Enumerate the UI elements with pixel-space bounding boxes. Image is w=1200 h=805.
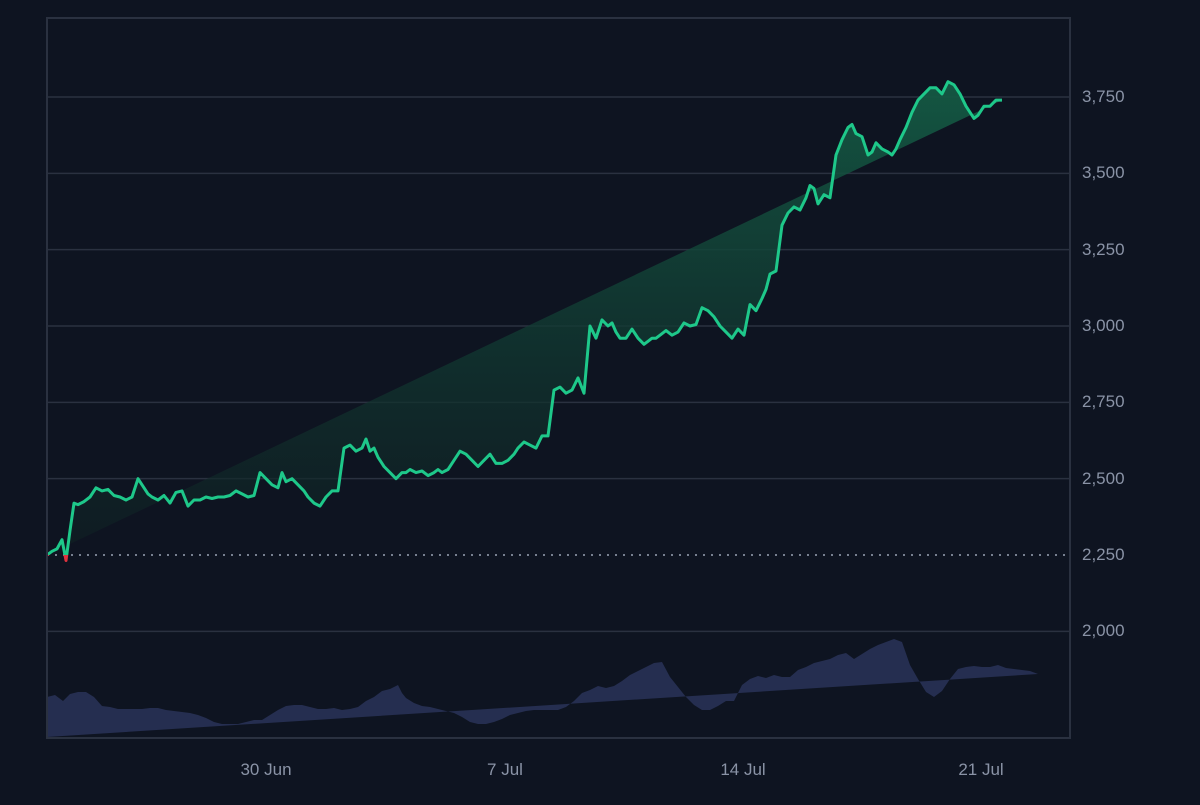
x-tick-label: 30 Jun [240,760,292,779]
price-area-fill [47,81,1002,561]
volume-area [47,639,1038,737]
y-tick-label: 2,000 [1082,621,1125,641]
x-tick-label: 21 Jul [958,760,1004,779]
y-tick-label: 3,750 [1082,87,1125,106]
x-tick-label: 14 Jul [720,760,766,779]
price-line-up [47,80,1002,555]
y-tick-label: 3,500 [1082,163,1125,183]
y-tick-label: 2,500 [1082,468,1125,488]
y-tick-label: 2,750 [1082,392,1125,412]
y-tick-label: 2,250 [1082,545,1125,564]
volume-histogram [47,639,1038,737]
y-tick-label: 3,250 [1082,239,1125,259]
plot-frame [46,17,1071,739]
x-tick-label: 7 Jul [487,760,523,779]
y-tick-label: 3,000 [1082,316,1125,335]
